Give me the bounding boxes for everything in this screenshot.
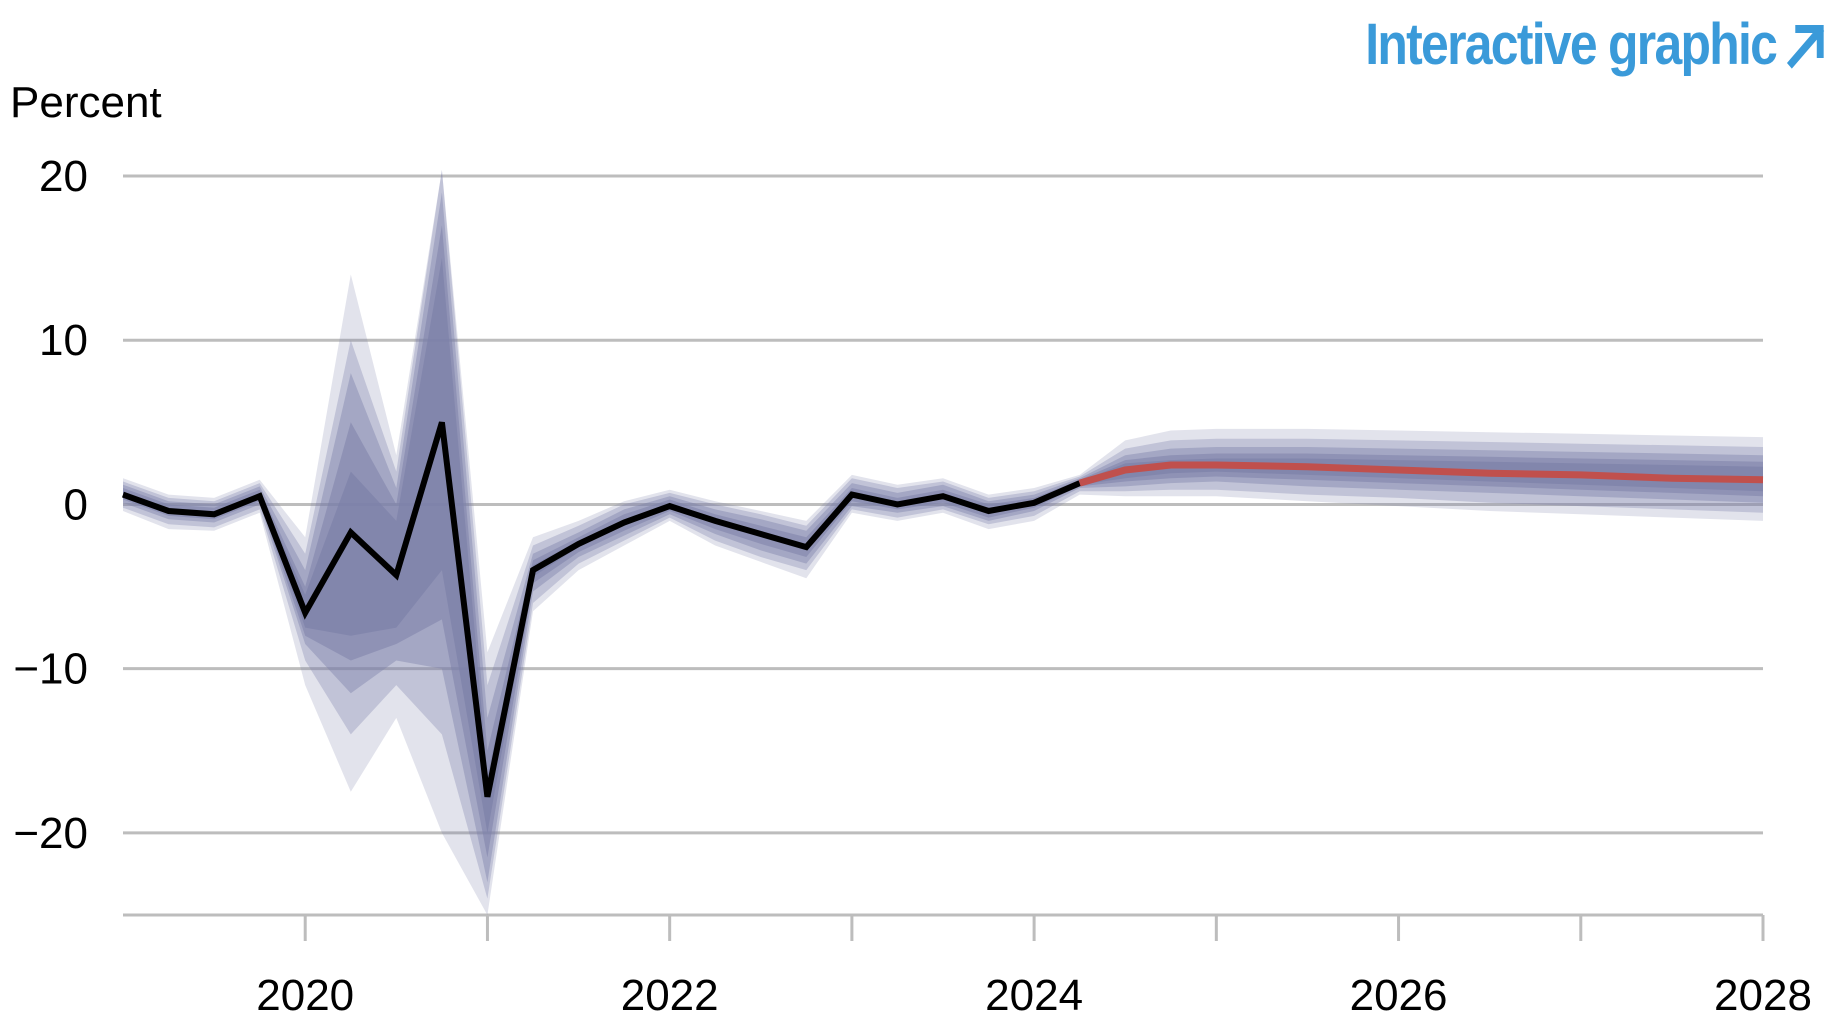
- x-tick-label: 2026: [1350, 971, 1448, 1020]
- x-axis: 2020 2022 2024 2026 2028: [256, 915, 1812, 1020]
- y-tick-label: 10: [39, 316, 88, 365]
- y-tick-label: 20: [39, 152, 88, 201]
- y-tick-label: −10: [13, 645, 88, 694]
- confidence-band: [123, 258, 1763, 833]
- y-axis: 20 10 0 −10 −20: [13, 152, 88, 858]
- y-axis-label: Percent: [10, 78, 162, 127]
- y-tick-label: −20: [13, 809, 88, 858]
- confidence-bands: [123, 170, 1763, 915]
- history-line: [121, 421, 1081, 798]
- x-tick-label: 2022: [621, 971, 719, 1020]
- forecast-line: [1078, 461, 1764, 487]
- arrow-up-right-icon: [1787, 25, 1825, 69]
- x-tick-label: 2028: [1714, 971, 1812, 1020]
- interactive-graphic-link[interactable]: Interactive graphic: [1366, 4, 1828, 84]
- x-tick-label: 2020: [256, 971, 354, 1020]
- series-lines: [121, 421, 1764, 798]
- y-tick-label: 0: [64, 480, 88, 529]
- interactive-graphic-label: Interactive graphic: [1365, 11, 1779, 77]
- x-tick-label: 2024: [985, 971, 1083, 1020]
